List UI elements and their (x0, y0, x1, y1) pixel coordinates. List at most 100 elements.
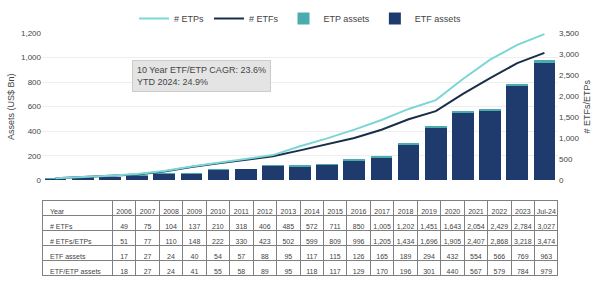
svg-text:1,005: 1,005 (373, 223, 391, 230)
svg-text:2014: 2014 (304, 208, 320, 215)
svg-text:2,000: 2,000 (559, 92, 580, 101)
svg-text:3,218: 3,218 (514, 238, 532, 245)
svg-text:2017: 2017 (374, 208, 390, 215)
svg-text:2023: 2023 (515, 208, 531, 215)
svg-text:2011: 2011 (234, 208, 249, 215)
svg-text:1,451: 1,451 (420, 223, 438, 230)
svg-text:# ETFs/ETPs: # ETFs/ETPs (50, 238, 92, 245)
svg-text:2,868: 2,868 (491, 238, 509, 245)
svg-text:222: 222 (212, 238, 224, 245)
svg-text:579: 579 (494, 268, 506, 275)
svg-text:1,905: 1,905 (444, 238, 462, 245)
svg-text:95: 95 (284, 268, 292, 275)
svg-text:2012: 2012 (257, 208, 273, 215)
svg-text:2013: 2013 (280, 208, 296, 215)
svg-text:18: 18 (120, 268, 128, 275)
svg-text:40: 40 (191, 253, 199, 260)
svg-text:0: 0 (559, 176, 564, 185)
svg-text:500: 500 (559, 155, 573, 164)
svg-text:2007: 2007 (140, 208, 156, 215)
svg-text:1,000: 1,000 (559, 134, 580, 143)
svg-text:294: 294 (423, 253, 435, 260)
svg-text:711: 711 (330, 223, 341, 230)
svg-text:2,784: 2,784 (514, 223, 532, 230)
svg-text:10 Year ETF/ETP CAGR: 23.6%YTD: 10 Year ETF/ETP CAGR: 23.6%YTD 2024: 24.… (137, 65, 266, 87)
svg-text:1,205: 1,205 (373, 238, 391, 245)
svg-text:129: 129 (353, 268, 365, 275)
svg-text:963: 963 (540, 253, 552, 260)
svg-text:850: 850 (353, 223, 365, 230)
svg-text:117: 117 (306, 253, 317, 260)
svg-text:485: 485 (282, 223, 294, 230)
svg-text:89: 89 (261, 268, 269, 275)
svg-text:1,200: 1,200 (21, 29, 42, 38)
svg-text:# ETFs: # ETFs (249, 14, 279, 24)
svg-text:318: 318 (236, 223, 248, 230)
svg-text:Jul-24: Jul-24 (537, 208, 556, 215)
svg-text:189: 189 (400, 253, 412, 260)
svg-text:117: 117 (330, 268, 341, 275)
svg-text:49: 49 (120, 223, 128, 230)
svg-text:# ETPs: # ETPs (174, 14, 204, 24)
svg-text:566: 566 (494, 253, 506, 260)
svg-text:2,054: 2,054 (467, 223, 485, 230)
svg-text:24: 24 (167, 253, 175, 260)
svg-text:170: 170 (376, 268, 388, 275)
svg-text:# ETFs: # ETFs (50, 223, 73, 230)
svg-text:1,202: 1,202 (397, 223, 415, 230)
svg-text:440: 440 (447, 268, 459, 275)
svg-text:600: 600 (28, 102, 42, 111)
svg-text:2018: 2018 (398, 208, 414, 215)
svg-text:126: 126 (353, 253, 365, 260)
svg-text:567: 567 (470, 268, 482, 275)
svg-text:77: 77 (144, 238, 152, 245)
svg-text:200: 200 (28, 152, 42, 161)
svg-text:41: 41 (191, 268, 199, 275)
svg-text:# ETFs/ETPs: # ETFs/ETPs (583, 79, 593, 133)
svg-text:2020: 2020 (445, 208, 461, 215)
svg-text:996: 996 (353, 238, 365, 245)
svg-text:3,474: 3,474 (538, 238, 556, 245)
svg-text:2022: 2022 (492, 208, 508, 215)
svg-text:58: 58 (237, 268, 245, 275)
svg-text:330: 330 (236, 238, 248, 245)
svg-text:196: 196 (400, 268, 412, 275)
svg-text:27: 27 (144, 253, 152, 260)
svg-text:2019: 2019 (421, 208, 437, 215)
svg-text:110: 110 (165, 238, 176, 245)
svg-text:ETF assets: ETF assets (50, 253, 86, 260)
svg-text:0: 0 (37, 176, 42, 185)
svg-text:1,434: 1,434 (397, 238, 415, 245)
svg-text:800: 800 (28, 78, 42, 87)
svg-text:17: 17 (120, 253, 128, 260)
svg-text:2006: 2006 (116, 208, 132, 215)
svg-text:400: 400 (28, 127, 42, 136)
svg-text:979: 979 (540, 268, 552, 275)
svg-text:502: 502 (282, 238, 294, 245)
svg-text:210: 210 (212, 223, 224, 230)
svg-text:27: 27 (144, 268, 152, 275)
svg-text:137: 137 (189, 223, 201, 230)
svg-text:165: 165 (376, 253, 388, 260)
svg-text:301: 301 (423, 268, 435, 275)
svg-text:2021: 2021 (468, 208, 484, 215)
svg-text:554: 554 (470, 253, 482, 260)
svg-text:1,696: 1,696 (420, 238, 438, 245)
svg-text:784: 784 (517, 268, 529, 275)
svg-text:1,000: 1,000 (21, 53, 42, 62)
svg-text:ETP assets: ETP assets (324, 14, 370, 24)
svg-text:75: 75 (144, 223, 152, 230)
svg-text:57: 57 (237, 253, 245, 260)
svg-text:88: 88 (261, 253, 269, 260)
svg-text:809: 809 (329, 238, 341, 245)
svg-text:115: 115 (330, 253, 341, 260)
svg-text:95: 95 (284, 253, 292, 260)
svg-text:3,500: 3,500 (559, 29, 580, 38)
svg-text:55: 55 (214, 268, 222, 275)
svg-text:2,429: 2,429 (491, 223, 509, 230)
svg-text:Assets (US$ Bn): Assets (US$ Bn) (6, 73, 16, 140)
svg-text:1,643: 1,643 (444, 223, 462, 230)
svg-text:ETF/ETP assets: ETF/ETP assets (50, 268, 101, 275)
svg-text:54: 54 (214, 253, 222, 260)
svg-text:2009: 2009 (187, 208, 203, 215)
